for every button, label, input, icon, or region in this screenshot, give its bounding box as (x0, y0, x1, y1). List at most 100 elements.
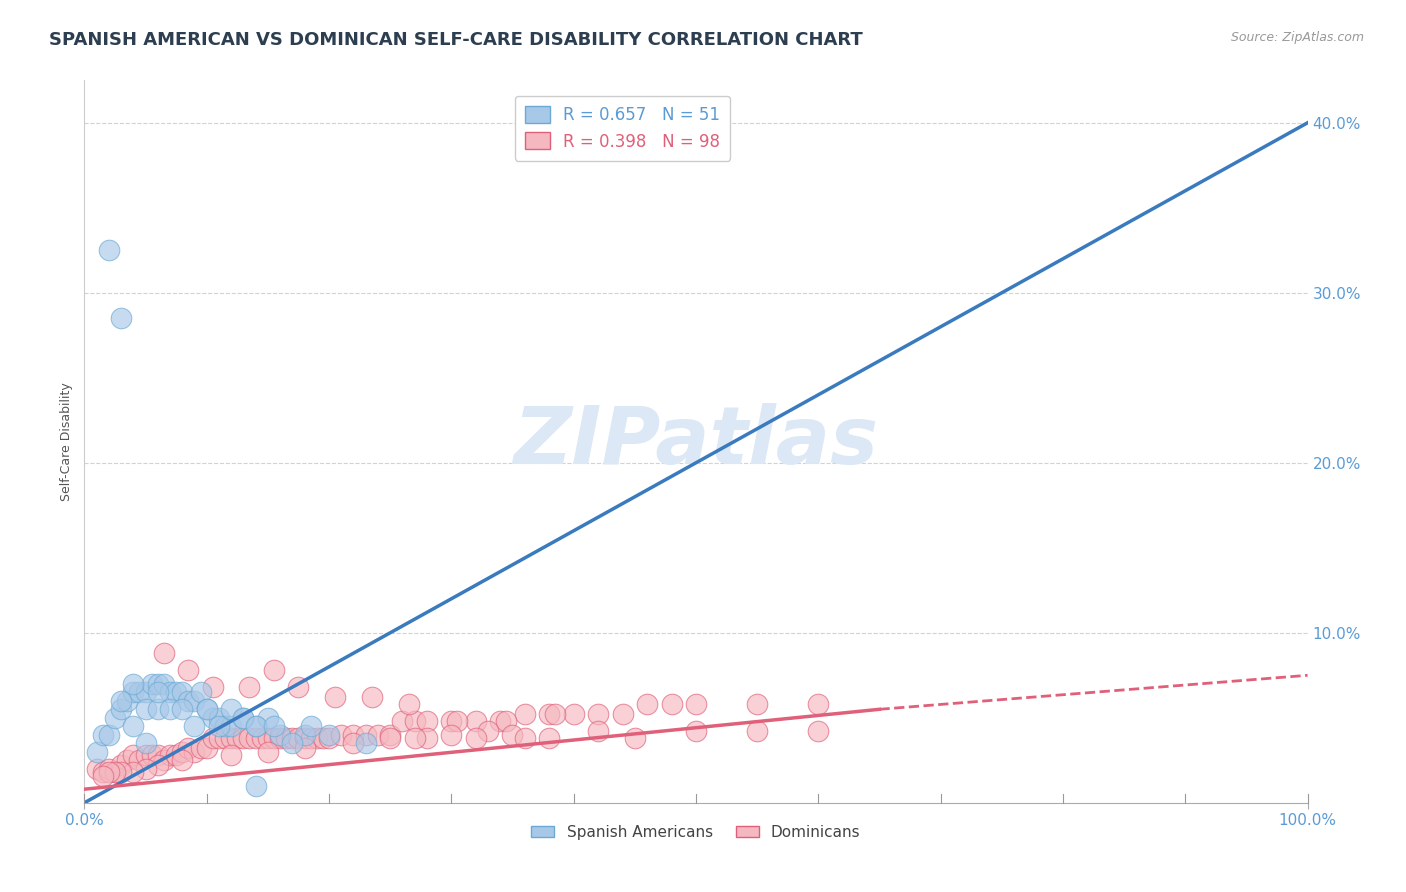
Point (661, 697, 683, 711)
Point (122, 685, 145, 699)
Point (502, 728, 524, 742)
Point (538, 707, 561, 722)
Point (513, 707, 536, 722)
Point (146, 758, 169, 772)
Point (146, 702, 169, 716)
Point (245, 731, 267, 746)
Point (110, 694, 132, 708)
Point (276, 731, 298, 746)
Point (153, 677, 176, 691)
Point (342, 728, 364, 742)
Point (135, 685, 157, 699)
Y-axis label: Self-Care Disability: Self-Care Disability (60, 382, 73, 501)
Point (165, 748, 187, 763)
Point (214, 719, 236, 733)
Point (586, 724, 609, 739)
Point (190, 741, 212, 756)
Point (208, 719, 231, 733)
Point (91, 728, 114, 742)
Point (294, 728, 316, 742)
Point (305, 731, 328, 746)
Point (141, 677, 163, 691)
Point (380, 731, 402, 746)
Point (115, 753, 138, 767)
Point (446, 714, 468, 729)
Point (624, 731, 647, 746)
Point (360, 690, 382, 705)
Point (416, 731, 439, 746)
Point (135, 748, 157, 763)
Point (281, 731, 304, 746)
Point (330, 728, 353, 742)
Point (226, 731, 249, 746)
Point (318, 728, 340, 742)
Point (201, 731, 224, 746)
Point (97, 762, 120, 776)
Point (232, 711, 254, 725)
Point (135, 702, 157, 716)
Point (214, 731, 236, 746)
Point (208, 731, 231, 746)
Point (636, 697, 658, 711)
Point (122, 748, 145, 763)
Point (91, 769, 114, 783)
Point (122, 765, 145, 780)
Point (342, 736, 364, 750)
Point (299, 719, 322, 733)
Point (183, 719, 205, 733)
Point (294, 731, 316, 746)
Point (104, 711, 127, 725)
Point (97, 728, 120, 742)
Point (122, 677, 145, 691)
Point (159, 702, 181, 716)
Point (190, 685, 212, 699)
Point (104, 765, 127, 780)
Point (232, 711, 254, 725)
Point (122, 719, 145, 733)
Point (323, 690, 346, 705)
Point (263, 719, 285, 733)
Point (299, 731, 322, 746)
Point (97, 244, 120, 258)
Point (538, 731, 561, 746)
Text: Source: ZipAtlas.com: Source: ZipAtlas.com (1230, 31, 1364, 45)
Point (146, 748, 169, 763)
Point (807, 724, 830, 739)
Point (177, 663, 200, 677)
Point (91, 765, 114, 780)
Point (287, 680, 309, 694)
Point (380, 728, 402, 742)
Point (747, 697, 769, 711)
Point (747, 724, 769, 739)
Legend: Spanish Americans, Dominicans: Spanish Americans, Dominicans (526, 819, 866, 846)
Point (391, 714, 413, 729)
Point (269, 731, 291, 746)
Point (245, 779, 267, 793)
Point (404, 731, 426, 746)
Point (172, 753, 194, 767)
Point (183, 745, 205, 759)
Point (208, 711, 231, 725)
Point (612, 707, 634, 722)
Point (245, 719, 267, 733)
Point (477, 724, 499, 739)
Point (440, 728, 463, 742)
Point (232, 731, 254, 746)
Point (318, 731, 340, 746)
Point (269, 728, 291, 742)
Point (201, 680, 224, 694)
Point (398, 697, 420, 711)
Point (263, 731, 285, 746)
Point (238, 680, 260, 694)
Text: SPANISH AMERICAN VS DOMINICAN SELF-CARE DISABILITY CORRELATION CHART: SPANISH AMERICAN VS DOMINICAN SELF-CARE … (49, 31, 863, 49)
Point (195, 702, 218, 716)
Point (513, 731, 536, 746)
Point (159, 748, 181, 763)
Point (312, 731, 335, 746)
Point (115, 694, 138, 708)
Point (135, 736, 157, 750)
Point (219, 748, 242, 763)
Point (238, 731, 260, 746)
Point (172, 702, 194, 716)
Point (135, 762, 157, 776)
